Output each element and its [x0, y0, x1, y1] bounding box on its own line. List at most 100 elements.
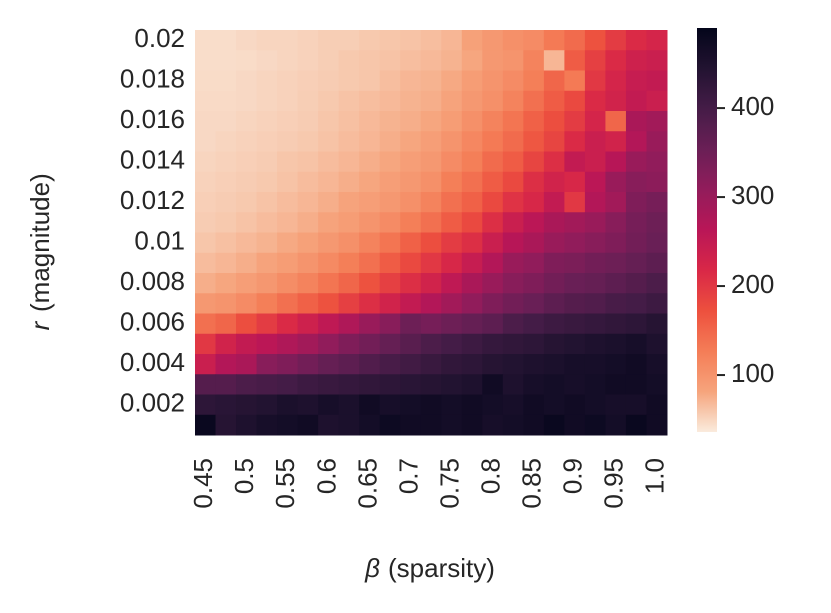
heatmap-cell — [441, 414, 463, 436]
heatmap-cell — [441, 70, 463, 92]
heatmap-cell — [420, 374, 442, 395]
heatmap-cell — [215, 313, 237, 335]
heatmap-cell — [277, 293, 299, 314]
heatmap-cell — [256, 111, 278, 132]
heatmap-cell — [564, 232, 586, 254]
heatmap-cell — [543, 171, 565, 193]
heatmap-cell — [523, 394, 545, 416]
heatmap-cell — [543, 273, 565, 294]
heatmap-cell — [625, 333, 647, 355]
x-tick-label: 0.75 — [434, 458, 464, 509]
heatmap-cell — [379, 171, 401, 193]
heatmap-cell — [379, 374, 401, 395]
heatmap-cell — [195, 111, 217, 132]
heatmap-cell — [646, 374, 668, 395]
heatmap-cell — [359, 252, 381, 274]
heatmap-cell — [379, 333, 401, 355]
heatmap-cell — [543, 70, 565, 92]
heatmap-cell — [215, 171, 237, 193]
heatmap-cell — [461, 252, 483, 274]
x-tick-label: 0.9 — [558, 458, 588, 494]
heatmap-cell — [338, 414, 360, 436]
heatmap-cell — [523, 70, 545, 92]
heatmap-cell — [584, 70, 606, 92]
heatmap-cell — [318, 151, 340, 173]
heatmap-cell — [318, 354, 340, 375]
heatmap-cell — [564, 394, 586, 416]
heatmap-cell — [256, 273, 278, 294]
heatmap-cell — [379, 111, 401, 132]
heatmap-cell — [379, 30, 401, 51]
heatmap-cell — [564, 273, 586, 294]
heatmap-cell — [605, 333, 627, 355]
heatmap-cell — [625, 50, 647, 71]
heatmap-cell — [236, 212, 258, 233]
heatmap-cell — [605, 212, 627, 233]
heatmap-cell — [297, 232, 319, 254]
heatmap-cell — [359, 192, 381, 213]
heatmap-cell — [236, 111, 258, 132]
heatmap-cell — [400, 414, 422, 436]
heatmap-cell — [502, 192, 524, 213]
heatmap-cell — [359, 70, 381, 92]
heatmap-cell — [584, 252, 606, 274]
heatmap-cell — [338, 354, 360, 375]
heatmap-cell — [359, 293, 381, 314]
heatmap-cell — [400, 313, 422, 335]
heatmap-cell — [441, 232, 463, 254]
heatmap-cell — [400, 293, 422, 314]
y-tick-label: 0.01 — [134, 226, 185, 256]
heatmap-cell — [236, 374, 258, 395]
heatmap-cell — [543, 374, 565, 395]
heatmap-cell — [441, 131, 463, 152]
heatmap-cell — [420, 232, 442, 254]
heatmap-cell — [625, 30, 647, 51]
heatmap-cell — [584, 232, 606, 254]
x-tick-label: 0.65 — [352, 458, 382, 509]
heatmap-cell — [625, 394, 647, 416]
heatmap-cell — [461, 171, 483, 193]
heatmap-cell — [441, 354, 463, 375]
heatmap-cell — [379, 90, 401, 112]
heatmap-cell — [625, 374, 647, 395]
heatmap-cell — [543, 30, 565, 51]
heatmap-cell — [523, 212, 545, 233]
heatmap-cell — [564, 50, 586, 71]
heatmap-cell — [236, 151, 258, 173]
heatmap-cell — [215, 414, 237, 436]
heatmap-cell — [502, 30, 524, 51]
heatmap-cell — [318, 273, 340, 294]
heatmap-cell — [359, 131, 381, 152]
heatmap-cell — [646, 70, 668, 92]
heatmap-cell — [379, 313, 401, 335]
heatmap-cell — [236, 90, 258, 112]
heatmap-cell — [215, 90, 237, 112]
heatmap-cell — [502, 414, 524, 436]
heatmap-cell — [543, 232, 565, 254]
y-label-text: (magnitude) — [25, 173, 55, 312]
heatmap-cell — [338, 50, 360, 71]
heatmap-cell — [461, 414, 483, 436]
heatmap-cell — [523, 30, 545, 51]
heatmap-cell — [318, 414, 340, 436]
heatmap-cell — [215, 212, 237, 233]
heatmap-cell — [379, 354, 401, 375]
heatmap-cell — [625, 192, 647, 213]
heatmap-cell — [605, 354, 627, 375]
heatmap-cell — [400, 354, 422, 375]
heatmap-cell — [256, 232, 278, 254]
heatmap-cell — [502, 333, 524, 355]
heatmap-cell — [420, 414, 442, 436]
heatmap-cell — [236, 50, 258, 71]
heatmap-cell — [359, 50, 381, 71]
heatmap-cell — [359, 354, 381, 375]
heatmap-cell — [584, 192, 606, 213]
heatmap-cell — [646, 232, 668, 254]
heatmap-cell — [502, 151, 524, 173]
heatmap-cell — [461, 151, 483, 173]
heatmap-cell — [195, 333, 217, 355]
heatmap-cell — [523, 131, 545, 152]
heatmap-cell — [236, 30, 258, 51]
heatmap-cell — [379, 293, 401, 314]
heatmap-cell — [502, 212, 524, 233]
